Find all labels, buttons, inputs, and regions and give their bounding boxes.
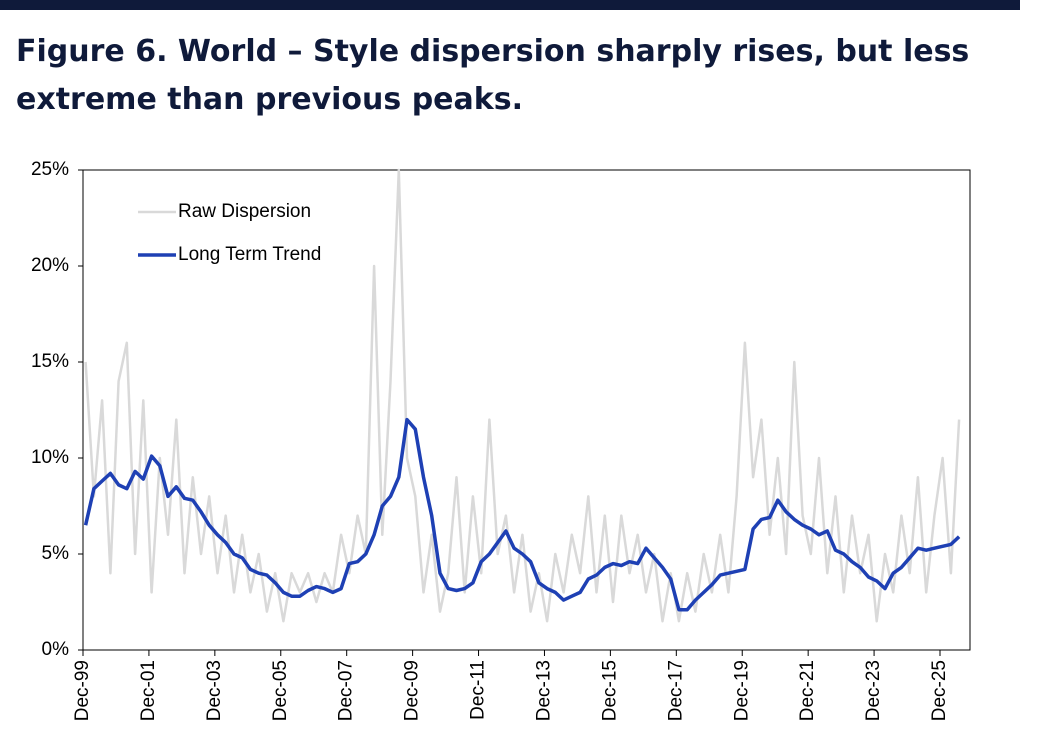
series-line: [83, 417, 961, 612]
x-tick-label: Dec-17: [665, 660, 686, 721]
x-tick-label: Dec-11: [468, 660, 489, 720]
x-tick-label: Dec-13: [533, 660, 554, 721]
series-line: [84, 168, 961, 623]
x-tick-label: Dec-09: [402, 660, 423, 721]
x-tick-label: Dec-19: [731, 660, 752, 721]
x-tick-label: Dec-21: [797, 660, 818, 721]
y-tick-label: 15%: [31, 351, 69, 372]
x-tick-label: Dec-23: [863, 660, 884, 721]
y-tick-label: 10%: [31, 447, 69, 468]
x-tick-label: Dec-15: [599, 660, 620, 721]
header-bar: [0, 0, 1020, 10]
x-tick-label: Dec-05: [270, 660, 291, 721]
plot-frame: [82, 169, 971, 651]
x-tick-label: Dec-03: [204, 660, 225, 721]
x-tick-label: Dec-07: [336, 660, 357, 721]
y-tick-label: 0%: [42, 639, 70, 660]
chart-title: Figure 6. World – Style dispersion sharp…: [16, 34, 970, 117]
y-tick-label: 25%: [31, 159, 69, 180]
legend-label: Long Term Trend: [178, 244, 321, 265]
x-tick-label: Dec-25: [929, 660, 950, 721]
x-tick-label: Dec-99: [72, 660, 93, 721]
legend-label: Raw Dispersion: [178, 201, 311, 222]
y-tick-label: 5%: [42, 543, 70, 564]
x-tick-label: Dec-01: [138, 660, 159, 721]
y-tick-label: 20%: [31, 255, 69, 276]
